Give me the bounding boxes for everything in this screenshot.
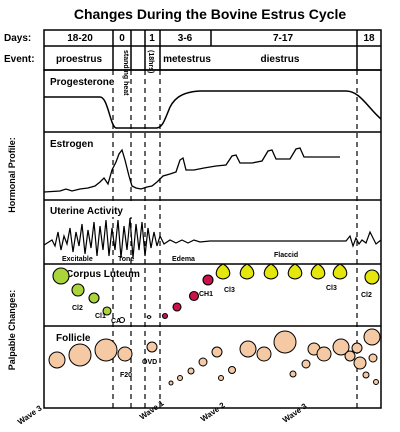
edema-label: Edema: [172, 256, 195, 263]
follicle-w1-5: [211, 346, 223, 358]
follicle-w1-3: [187, 367, 195, 375]
wave-1-label: Wave 1: [138, 398, 166, 421]
follicle-w3a-4: [117, 346, 133, 362]
follicle-w1-7: [228, 366, 236, 374]
event-diestrus: diestrus: [261, 54, 300, 65]
follicle-w1-1: [168, 380, 174, 386]
follicles: [48, 328, 381, 386]
corpus-luteum-red: [161, 274, 214, 320]
follicle-w3b-7: [368, 353, 378, 363]
follicle-w1-2: [177, 375, 183, 381]
excitable-label: Excitable: [62, 256, 93, 263]
follicle-w2-4: [289, 370, 297, 378]
follicle-w3a-2: [68, 343, 92, 367]
cl-red-2: [172, 302, 182, 312]
follicle-w3b-8: [362, 371, 370, 379]
cl-red-3: [188, 290, 200, 302]
wave-2-label: Wave 2: [199, 400, 227, 423]
follicle-w3b-9: [373, 379, 379, 385]
palpable-changes-label: Palpable Changes:: [7, 290, 17, 371]
follicle-w3a-3: [94, 338, 118, 362]
follicle-w1-6: [218, 375, 224, 381]
cl2-left-label: Cl2: [72, 305, 83, 312]
progesterone-curve: [44, 90, 382, 129]
day-18-20: 18-20: [67, 33, 93, 44]
cl-yellow-6: [332, 263, 348, 280]
follicle-w3b-3: [344, 350, 356, 362]
header-separators: [112, 30, 358, 70]
cl-yellow-5: [310, 263, 326, 280]
event-hours: (18hrs): [147, 50, 154, 73]
follicle-w2-5: [301, 359, 311, 369]
cl2-right-label: Cl2: [361, 292, 372, 299]
chart-frame: [43, 69, 382, 409]
ca-label: CA: [111, 318, 121, 325]
day-18: 18: [363, 33, 375, 44]
cl-green-4: [102, 306, 112, 316]
follicle-w2-3: [273, 330, 297, 354]
follicle-w3b-6: [363, 328, 381, 346]
hormonal-profile-label: Hormonal Profile:: [7, 137, 17, 213]
wave-3-left-label: Wave 3: [16, 403, 44, 426]
cl-yellow-7: [364, 269, 380, 285]
corpus-luteum-green: [52, 267, 152, 324]
uterine-activity-trace: [43, 217, 382, 259]
uterine-title-bg: [48, 204, 134, 217]
event-standing-heat: standing heat: [122, 50, 129, 96]
cl3-label-b: Cl3: [326, 285, 337, 292]
cl-yellow-2: [239, 263, 255, 280]
ovd-label: OVD: [142, 359, 157, 366]
follicle-ovd: [146, 341, 158, 353]
cl-green-3: [88, 292, 100, 304]
f20-label: F20: [120, 372, 132, 379]
event-proestrus: proestrus: [56, 54, 103, 65]
progesterone-title: Progesterone: [50, 77, 115, 88]
cl-yellow-3: [263, 263, 279, 280]
cl-white-ca: [118, 316, 126, 324]
cl-green-2: [71, 283, 85, 297]
cl-red-4: [202, 274, 214, 286]
cl-green-1: [52, 267, 70, 285]
follicle-w2-2: [256, 346, 272, 362]
estrogen-title: Estrogen: [50, 139, 93, 150]
tone-label: Tone: [118, 256, 134, 263]
event-row-label: Event:: [4, 54, 35, 65]
follicle-w3b-1: [316, 346, 332, 362]
follicle-w3b-2: [332, 338, 350, 356]
cl-red-1: [161, 312, 169, 320]
day-1: 1: [149, 33, 155, 44]
corpus-luteum-title: Corpus Luteum: [66, 269, 140, 280]
days-row-label: Days:: [4, 33, 31, 44]
follicle-title: Follicle: [56, 333, 91, 344]
follicle-w3b-5: [353, 356, 367, 370]
ovulation-point: [146, 314, 152, 320]
cl-yellow-1: [215, 263, 231, 280]
panel-dividers: [44, 131, 381, 327]
cl-yellow-4: [287, 263, 303, 280]
progesterone-title-bg: [48, 75, 114, 88]
follicle-w3b-4: [351, 342, 363, 354]
wave-3-right-label: Wave 3: [281, 401, 309, 424]
day-7-17: 7-17: [273, 33, 293, 44]
ch1-label: CH1: [199, 291, 213, 298]
diagram-title: Changes During the Bovine Estrus Cycle: [74, 6, 346, 22]
estrogen-curve: [43, 147, 340, 193]
cl1-label: Cl1: [95, 313, 106, 320]
cl3-label-a: Cl3: [224, 287, 235, 294]
flaccid-label: Flaccid: [274, 252, 298, 259]
follicle-w1-4: [198, 357, 208, 367]
corpus-luteum-yellow: [215, 263, 380, 285]
day-0: 0: [119, 33, 125, 44]
follicle-w3a-1: [48, 351, 66, 369]
uterine-activity-title: Uterine Activity: [50, 206, 123, 217]
day-3-6: 3-6: [178, 33, 193, 44]
event-metestrus: metestrus: [163, 54, 211, 65]
follicle-w2-1: [239, 340, 257, 358]
